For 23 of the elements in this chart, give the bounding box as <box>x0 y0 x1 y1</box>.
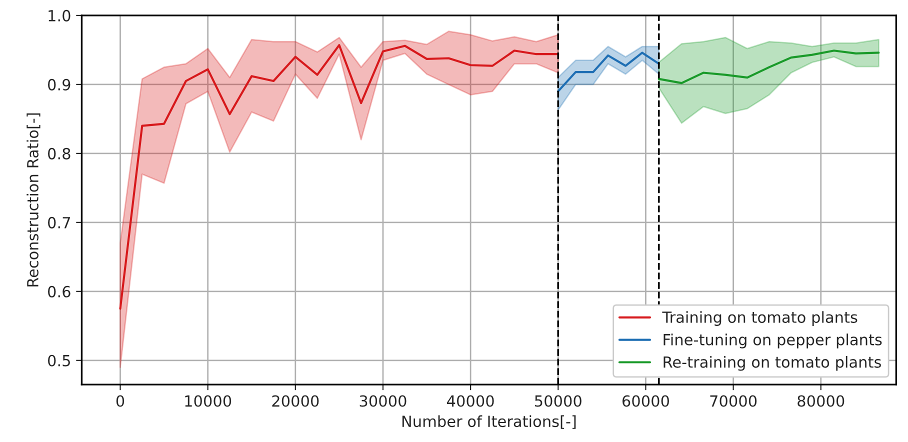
y-tick-label: 0.7 <box>48 216 70 228</box>
legend-label: Re-training on tomato plants <box>664 356 881 371</box>
y-tick-label: 0.8 <box>48 148 70 160</box>
legend-label: Training on tomato plants <box>662 311 858 326</box>
x-tick-label: 50000 <box>535 395 582 407</box>
line-series <box>557 52 660 92</box>
line-series <box>658 50 880 84</box>
y-tick-label: 0.6 <box>48 286 70 298</box>
x-tick-label: 70000 <box>710 395 757 407</box>
x-tick-label: 10000 <box>185 395 232 407</box>
legend-label: Fine-tuning on pepper plants <box>664 334 882 348</box>
y-tick-label: 1.0 <box>48 10 70 22</box>
x-tick-label: 60000 <box>622 395 670 407</box>
x-tick-label: 20000 <box>272 395 319 407</box>
y-tick-label: 0.5 <box>48 354 70 366</box>
y-axis-title: Reconstruction Ratio[-] <box>26 113 40 286</box>
line-series <box>119 44 560 310</box>
x-tick-label: 80000 <box>798 395 844 407</box>
x-tick-label: 40000 <box>447 395 494 407</box>
x-tick-label: 30000 <box>360 395 406 407</box>
x-tick-label: 0 <box>116 395 124 407</box>
x-axis-title: Number of Iterations[-] <box>402 415 576 429</box>
y-tick-label: 0.9 <box>48 78 70 90</box>
